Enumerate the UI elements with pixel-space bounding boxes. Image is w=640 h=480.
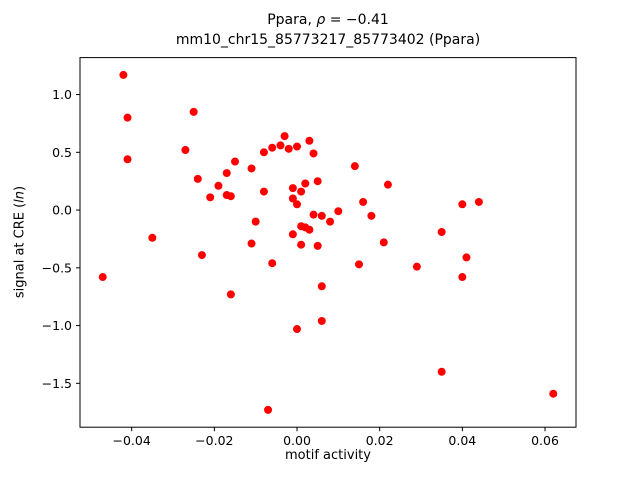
data-point	[462, 253, 471, 262]
data-point	[288, 194, 297, 203]
chart-title-line1: Ppara, ρ = −0.41	[80, 10, 576, 30]
title-prefix: Ppara,	[267, 12, 317, 28]
x-axis-label: motif activity	[285, 448, 371, 463]
y-axis-label-ln: ln	[12, 190, 28, 203]
data-point	[119, 70, 128, 79]
x-tick-label: 0.02	[366, 433, 394, 448]
data-point	[288, 184, 297, 193]
data-point	[268, 143, 277, 152]
data-point	[288, 230, 297, 239]
data-point	[313, 241, 322, 250]
data-point	[437, 228, 446, 236]
data-point	[458, 273, 467, 282]
data-point	[251, 217, 260, 226]
data-point	[214, 181, 223, 190]
y-tick-label: −0.5	[42, 260, 72, 275]
data-point	[317, 282, 326, 291]
data-point	[293, 325, 301, 334]
x-tick-label: −0.02	[195, 433, 233, 448]
scatter-points	[98, 70, 558, 414]
axes-layer: −0.04 −0.02 0.00 0.02 0.04 0.06 −1.5 −1.0 −0.5 0.…	[42, 57, 577, 448]
x-tick-label: −0.04	[113, 433, 151, 448]
data-point	[206, 193, 215, 202]
data-point	[317, 211, 326, 220]
data-point	[226, 192, 235, 201]
data-point	[284, 144, 293, 153]
data-point	[259, 187, 268, 196]
data-point	[437, 367, 446, 376]
x-tick-label: 0.00	[283, 433, 311, 448]
data-point	[458, 200, 467, 209]
data-point	[226, 290, 235, 299]
data-point	[222, 169, 231, 178]
data-point	[317, 316, 326, 325]
data-point	[231, 157, 239, 166]
x-tick-label: 0.04	[448, 433, 476, 448]
data-point	[359, 197, 368, 206]
data-point	[301, 179, 310, 188]
data-point	[309, 210, 318, 219]
data-point	[247, 164, 256, 173]
y-tick-label: −1.5	[42, 376, 72, 391]
y-axis-label-prefix: signal at CRE (	[12, 202, 28, 299]
data-point	[293, 200, 301, 209]
y-tick-label: −1.0	[42, 318, 72, 333]
data-point	[549, 389, 558, 398]
y-tick-label: 1.0	[52, 87, 72, 102]
data-point	[305, 225, 314, 234]
data-point	[326, 217, 335, 226]
title-correlation-value: = −0.41	[325, 12, 389, 28]
data-point	[98, 273, 107, 282]
data-point	[276, 141, 285, 150]
data-point	[148, 233, 157, 242]
data-point	[474, 197, 483, 206]
data-point	[123, 113, 132, 122]
chart-subtitle: mm10_chr15_85773217_85773402 (Ppara)	[175, 32, 481, 48]
data-point	[297, 240, 306, 249]
data-point	[350, 162, 359, 171]
data-point	[193, 174, 202, 183]
data-point	[264, 405, 273, 414]
data-point	[412, 262, 421, 271]
data-point	[293, 142, 301, 151]
data-point	[355, 260, 363, 269]
data-point	[367, 211, 376, 220]
y-tick-label: 0.5	[52, 145, 72, 160]
y-axis-label-suffix: )	[12, 185, 28, 191]
chart-title: Ppara, ρ = −0.41 mm10_chr15_85773217_857…	[80, 10, 576, 50]
data-point	[309, 149, 318, 158]
data-point	[383, 180, 392, 189]
data-point	[280, 132, 289, 141]
data-point	[268, 259, 277, 268]
data-point	[123, 155, 132, 164]
data-point	[181, 146, 190, 154]
x-tick-label: 0.06	[531, 433, 559, 448]
data-point	[259, 148, 268, 157]
data-point	[305, 136, 314, 145]
y-tick-label: 0.0	[52, 203, 72, 218]
data-point	[297, 187, 306, 196]
data-point	[197, 251, 206, 260]
data-point	[379, 238, 388, 247]
data-point	[189, 107, 198, 116]
data-point	[334, 207, 343, 216]
data-point	[313, 177, 322, 186]
data-point	[247, 239, 256, 248]
axes-spines	[79, 57, 577, 428]
title-rho-symbol: ρ	[316, 12, 326, 28]
